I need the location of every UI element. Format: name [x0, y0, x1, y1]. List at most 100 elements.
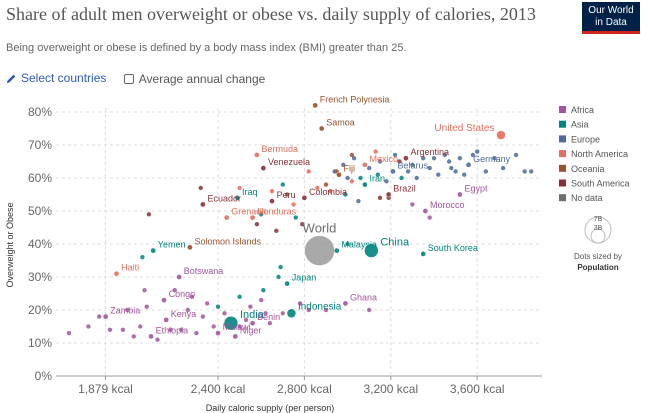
data-point[interactable]: [470, 152, 476, 158]
point-label[interactable]: China: [380, 237, 410, 249]
point-label[interactable]: United States: [434, 123, 494, 134]
data-point[interactable]: [315, 185, 320, 191]
legend-item-label[interactable]: Europe: [571, 134, 600, 144]
data-point[interactable]: [259, 297, 264, 303]
data-point-colombia[interactable]: [301, 194, 308, 201]
data-point[interactable]: [410, 162, 415, 167]
legend-item-label[interactable]: North America: [571, 149, 628, 159]
data-point[interactable]: [492, 156, 497, 161]
data-point[interactable]: [243, 317, 249, 323]
data-point[interactable]: [356, 198, 361, 204]
owid-logo[interactable]: Our World in Data: [582, 2, 640, 34]
data-point-japan[interactable]: [284, 280, 290, 287]
point-label[interactable]: Argentina: [411, 147, 450, 157]
data-point[interactable]: [351, 156, 357, 161]
data-point[interactable]: [446, 159, 452, 164]
point-label[interactable]: Honduras: [257, 207, 297, 217]
point-label[interactable]: Egypt: [465, 184, 489, 194]
legend-swatch[interactable]: [559, 150, 566, 158]
data-point-morocco[interactable]: [422, 208, 429, 214]
legend-swatch[interactable]: [559, 120, 566, 128]
point-label[interactable]: Solomon Islands: [195, 236, 262, 246]
point-label[interactable]: Mexico: [369, 154, 398, 164]
data-point[interactable]: [367, 307, 372, 313]
data-point-grenada[interactable]: [223, 214, 230, 221]
data-point[interactable]: [107, 327, 113, 332]
legend-swatch[interactable]: [559, 194, 566, 202]
data-point[interactable]: [475, 149, 480, 154]
data-point[interactable]: [384, 179, 389, 184]
data-point-mexico[interactable]: [362, 161, 368, 168]
data-point[interactable]: [144, 304, 149, 309]
data-point[interactable]: [168, 327, 173, 332]
data-point-world[interactable]: [304, 235, 335, 266]
data-point-belarus[interactable]: [390, 168, 396, 175]
data-point[interactable]: [341, 162, 346, 167]
point-label[interactable]: Congo: [169, 289, 196, 299]
average-change-checkbox[interactable]: [123, 73, 134, 84]
data-point-ghana[interactable]: [342, 300, 349, 307]
point-label[interactable]: Fiji: [344, 164, 356, 174]
data-point[interactable]: [205, 301, 210, 306]
data-point[interactable]: [267, 321, 273, 326]
data-point[interactable]: [284, 192, 290, 197]
data-point-india[interactable]: [223, 315, 239, 331]
data-point[interactable]: [194, 330, 199, 336]
data-point-peru[interactable]: [269, 198, 275, 204]
data-point[interactable]: [179, 327, 184, 332]
data-point[interactable]: [323, 182, 329, 187]
data-point[interactable]: [259, 212, 264, 217]
point-label[interactable]: Ecuador: [207, 193, 241, 203]
data-point[interactable]: [66, 330, 72, 336]
data-point[interactable]: [323, 307, 329, 313]
legend-swatch[interactable]: [559, 135, 566, 143]
data-point[interactable]: [414, 175, 419, 181]
data-point[interactable]: [211, 324, 216, 329]
data-point[interactable]: [399, 175, 404, 181]
data-point[interactable]: [200, 314, 206, 319]
point-label[interactable]: Grenada: [231, 207, 266, 217]
data-point-bermuda[interactable]: [254, 152, 260, 158]
legend-item-label[interactable]: South America: [571, 179, 630, 189]
data-point-iraq[interactable]: [234, 194, 241, 201]
data-point[interactable]: [222, 311, 227, 316]
select-countries-button[interactable]: Select countries: [6, 71, 106, 85]
data-point[interactable]: [261, 288, 266, 293]
legend-item-label[interactable]: No data: [571, 193, 603, 203]
data-point[interactable]: [142, 288, 147, 293]
data-point-malaysia[interactable]: [333, 247, 340, 254]
data-point[interactable]: [345, 241, 350, 247]
data-point[interactable]: [373, 149, 378, 154]
point-label[interactable]: Ethiopia: [156, 325, 189, 335]
data-point[interactable]: [343, 192, 348, 197]
data-point[interactable]: [377, 195, 383, 200]
data-point-solomon-islands[interactable]: [187, 244, 193, 251]
data-point[interactable]: [138, 324, 143, 329]
point-label[interactable]: Malawi: [223, 322, 251, 332]
point-label[interactable]: Belarus: [398, 160, 429, 170]
data-point[interactable]: [462, 172, 467, 177]
data-point-germany[interactable]: [465, 161, 472, 168]
point-label[interactable]: India: [240, 309, 265, 321]
data-point-kenya[interactable]: [163, 317, 170, 323]
data-point[interactable]: [125, 307, 130, 313]
legend-swatch[interactable]: [559, 179, 566, 187]
data-point[interactable]: [140, 255, 145, 260]
data-point[interactable]: [297, 301, 303, 306]
point-label[interactable]: Germany: [473, 154, 511, 164]
data-point[interactable]: [328, 189, 333, 194]
point-label[interactable]: Malaysia: [341, 240, 377, 250]
data-point-benin[interactable]: [249, 320, 256, 327]
data-point-malawi[interactable]: [215, 330, 221, 336]
point-label[interactable]: Peru: [277, 190, 296, 200]
data-point[interactable]: [189, 294, 195, 299]
data-point[interactable]: [349, 179, 355, 184]
data-point[interactable]: [436, 172, 441, 177]
data-point[interactable]: [397, 159, 402, 164]
point-label[interactable]: Iraq: [242, 187, 258, 197]
legend-swatch[interactable]: [559, 164, 566, 172]
point-label[interactable]: Iran: [369, 174, 385, 184]
legend-item-label[interactable]: Asia: [571, 120, 589, 130]
data-point-china[interactable]: [364, 243, 379, 258]
data-point[interactable]: [291, 202, 296, 207]
